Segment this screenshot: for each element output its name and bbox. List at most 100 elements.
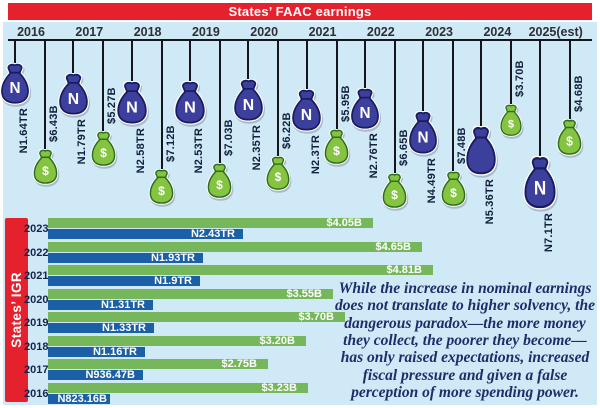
hanging-string [277,41,280,156]
hanging-string [44,41,46,149]
igr-year-label: 2017 [24,364,49,376]
naira-bag-icon [465,125,498,176]
timeline-year-label: 2017 [75,25,104,39]
svg-text:$: $ [275,171,282,184]
igr-bar-naira: N823.16B [48,393,110,404]
dollar-bag-icon: $ [207,162,233,199]
svg-text:N: N [418,129,429,146]
igr-axis-label: States’ IGR [5,218,28,402]
svg-text:$: $ [100,146,107,160]
hanging-string [72,41,75,73]
faac-dollar-value: $3.70B [514,60,527,97]
faac-naira-value: N4.49TR [426,158,439,204]
svg-text:N: N [126,99,138,117]
igr-row: 2023 $4.05B N2.43TR [0,218,600,240]
dollar-bag-icon: $ [148,168,175,205]
svg-text:$: $ [217,178,224,192]
igr-row: 2020 $3.55B N1.31TR [0,288,600,310]
hanging-string [452,41,455,171]
igr-bar-naira: N1.93TR [48,252,203,263]
svg-text:N: N [534,177,546,199]
igr-bar-naira: N2.43TR [48,229,243,240]
hanging-string [363,41,366,88]
faac-naira-value: N2.76TR [367,133,380,179]
hanging-string [510,41,513,104]
igr-bar-naira: N1.16TR [48,346,145,357]
igr-bar-naira: N1.9TR [48,276,200,287]
dollar-bag-icon: $ [90,130,117,167]
naira-bag-icon: N [57,72,89,116]
igr-year-label: 2021 [24,270,49,282]
timeline-year-label: 2022 [366,25,395,39]
dollar-bag-icon: $ [499,103,523,137]
timeline-year-label: 2019 [191,25,220,39]
faac-naira-value: N1.64TR [18,108,30,154]
hanging-string [335,41,338,129]
hanging-string [538,41,541,156]
igr-year-label: 2020 [24,293,49,306]
naira-bag-icon: N [115,80,148,125]
igr-year-label: 2019 [24,317,49,329]
dollar-bag-icon: $ [265,155,291,191]
naira-bag-icon: N [173,80,206,125]
timeline-year-label: 2023 [425,25,453,39]
hanging-string [218,41,221,163]
svg-text:$: $ [158,184,165,198]
svg-text:$: $ [566,134,573,148]
igr-year-label: 2023 [24,223,49,235]
hanging-string [247,41,250,79]
igr-year-label: 2016 [24,387,49,400]
hanging-string [305,41,308,89]
hanging-string [102,41,105,131]
naira-bag-icon: N [522,155,557,210]
igr-bar-dollar: $2.75B [48,359,268,370]
svg-text:N: N [243,97,254,114]
igr-bar-dollar: $4.65B [48,241,422,252]
naira-bag-icon: N [0,62,31,105]
faac-naira-value: N1.79TR [76,119,89,165]
dollar-bag-icon: $ [381,172,408,209]
svg-text:$: $ [42,164,49,178]
dollar-bag-icon: $ [440,170,466,207]
timeline-year-label: 2025(est) [528,25,583,39]
svg-text:$: $ [391,188,398,202]
igr-bar-dollar: $3.23B [48,382,308,393]
timeline-year-label: 2016 [17,25,45,39]
igr-chart: 2023 $4.05B N2.43TR 2022 $4.65B N1.93TR 2021 $4… [0,218,600,406]
igr-year-label: 2022 [24,246,49,259]
hanging-string [14,41,16,63]
timeline-year-label: 2024 [483,25,512,39]
hanging-string [480,41,483,126]
igr-row: 2017 $2.75B N936.47B [0,359,600,381]
naira-bag-icon: N [349,87,380,130]
dollar-bag-icon: $ [32,148,58,185]
naira-bag-icon: N [232,78,264,122]
igr-bar-dollar: $3.70B [48,312,345,323]
igr-bar-dollar: $3.55B [48,288,333,299]
svg-text:N: N [184,99,196,117]
hanging-string [160,41,163,169]
igr-bar-dollar: $4.81B [48,265,433,276]
naira-bag-icon: N [408,110,439,155]
timeline-year-label: 2020 [250,25,279,39]
igr-bar-naira: N936.47B [48,370,143,381]
svg-text:N: N [68,91,79,108]
faac-naira-value: N2.3TR [309,135,322,175]
timeline-axis [8,39,592,41]
dollar-bag-icon: $ [556,118,583,156]
igr-bar-naira: N1.33TR [48,323,154,334]
timeline-year-label: 2018 [133,25,162,39]
svg-text:$: $ [508,119,514,131]
faac-naira-value: N2.53TR [192,128,205,174]
hanging-string [130,41,133,81]
page-title: States’ FAAC earnings [228,4,372,19]
naira-bag-icon: N [291,88,322,132]
faac-dollar-value: $4.68B [572,75,585,112]
svg-text:N: N [301,107,312,124]
dollar-bag-icon: $ [323,128,350,165]
igr-row: 2021 $4.81B N1.9TR [0,265,600,287]
hanging-string [393,41,396,173]
hanging-string [188,41,191,81]
igr-year-label: 2018 [24,340,49,353]
